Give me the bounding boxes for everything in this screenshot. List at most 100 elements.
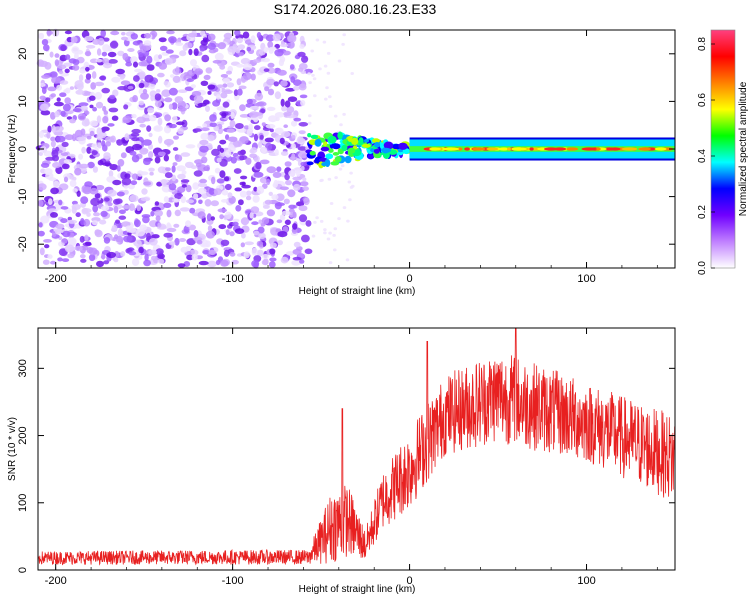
spectrogram-noise-blob	[169, 74, 175, 78]
spectrogram-noise-blob	[287, 35, 297, 43]
spectrogram-noise-blob	[83, 218, 91, 227]
spectrogram-noise-blob	[158, 37, 167, 43]
spectrogram-noise-blob	[278, 59, 284, 67]
spectrogram-noise-blob	[313, 220, 317, 224]
spectrogram-noise-blob	[323, 64, 328, 68]
spectrogram-noise-blob	[222, 101, 230, 108]
spectrogram-noise-blob	[216, 157, 222, 163]
spectrogram-noise-blob	[106, 251, 117, 259]
spectrogram-noise-blob	[243, 63, 253, 71]
spectrogram-noise-blob	[205, 67, 213, 74]
spectrogram-noise-blob	[174, 192, 184, 200]
spectrogram-noise-blob	[216, 84, 224, 88]
spectrogram-noise-blob	[60, 218, 68, 224]
spectrogram-noise-blob	[44, 244, 50, 249]
spectrogram-noise-blob	[113, 205, 119, 214]
spectrogram-noise-blob	[250, 73, 256, 81]
spectrogram-noise-blob	[177, 127, 184, 135]
spectrogram-noise-blob	[337, 217, 341, 221]
spectrogram-noise-blob	[197, 211, 206, 219]
spectrogram-noise-blob	[146, 125, 152, 132]
spectrogram-noise-blob	[274, 91, 282, 100]
spectrogram-noise-blob	[246, 190, 252, 196]
spectrogram-noise-blob	[252, 195, 260, 203]
spectrogram-noise-blob	[78, 74, 84, 82]
spectrogram-noise-blob	[130, 180, 138, 186]
spectrogram-noise-blob	[61, 163, 70, 170]
spectrogram-noise-blob	[244, 241, 254, 246]
snr-x-label: Height of straight line (km)	[299, 584, 416, 595]
spectrogram-noise-blob	[157, 151, 166, 157]
spectrogram-peak-blob	[498, 147, 510, 151]
spectrogram-noise-blob	[78, 163, 89, 169]
spectrogram-noise-blob	[111, 115, 119, 121]
spectrogram-noise-blob	[47, 86, 57, 92]
spectrogram-noise-blob	[322, 40, 327, 44]
spectrogram-noise-blob	[205, 164, 210, 172]
spectrogram-noise-blob	[272, 171, 282, 178]
spectrogram-noise-blob	[55, 223, 65, 230]
spectrogram-noise-blob	[221, 199, 229, 203]
spectrogram-noise-blob	[148, 249, 158, 255]
spectrogram-noise-blob	[47, 254, 53, 259]
spectrogram-noise-blob	[89, 104, 94, 109]
spectrogram-noise-blob	[295, 169, 301, 177]
spectrogram-noise-blob	[208, 48, 217, 54]
spectrogram-noise-blob	[311, 73, 315, 77]
spectrogram-noise-blob	[94, 91, 103, 100]
spectrogram-noise-blob	[214, 167, 221, 174]
spectrogram-noise-blob	[84, 234, 89, 242]
spectrogram-noise-blob	[123, 104, 129, 110]
spectrogram-noise-blob	[120, 251, 126, 257]
spectrogram-noise-blob	[289, 64, 295, 70]
spectrogram-noise-blob	[190, 84, 196, 89]
x-tick-label: 0	[407, 273, 413, 285]
spectrogram-noise-blob	[266, 106, 276, 111]
spectrogram-noise-blob	[68, 239, 77, 247]
x-tick-label: 100	[577, 273, 595, 285]
spectrogram-noise-blob	[298, 214, 308, 223]
spectrogram-peak-blob	[544, 147, 558, 151]
spectrogram-signal-blob	[320, 146, 330, 152]
spectrogram-noise-blob	[291, 153, 296, 161]
spectrogram-signal-blob	[325, 153, 334, 160]
spectrogram-noise-blob	[150, 94, 155, 102]
spectrogram-noise-blob	[230, 156, 237, 164]
spectrogram-noise-blob	[137, 170, 144, 177]
spectrogram-noise-blob	[91, 71, 97, 79]
spectrogram-noise-blob	[163, 232, 173, 238]
spectrogram-noise-blob	[200, 80, 209, 87]
spectrogram-noise-blob	[266, 209, 276, 217]
spectrogram-noise-blob	[274, 127, 284, 134]
spectrogram-noise-blob	[223, 249, 230, 257]
spectrogram-noise-blob	[178, 238, 187, 242]
spectrogram-noise-blob	[342, 33, 347, 37]
spectrogram-noise-blob	[89, 120, 99, 127]
spectrogram-noise-blob	[119, 74, 125, 80]
spectrogram-noise-blob	[334, 176, 338, 180]
spectrogram-noise-blob	[242, 31, 250, 39]
spectrogram-noise-blob	[223, 89, 233, 94]
spectrogram-noise-blob	[208, 187, 215, 195]
spectrogram-noise-blob	[285, 87, 296, 92]
spectrogram-noise-blob	[163, 80, 168, 86]
spectrogram-noise-blob	[124, 173, 131, 180]
spectrogram-noise-blob	[207, 42, 216, 50]
spectrogram-noise-blob	[325, 86, 329, 90]
spectrogram-noise-blob	[115, 235, 124, 243]
spectrogram-noise-blob	[319, 179, 323, 183]
spectrogram-noise-blob	[149, 114, 157, 122]
spectrogram-noise-blob	[39, 247, 45, 256]
spectrogram-noise-blob	[267, 41, 274, 49]
spectrogram-peak-blob	[486, 147, 499, 151]
spectrogram-noise-blob	[172, 75, 181, 84]
spectrogram-noise-blob	[136, 204, 142, 212]
spectrogram-noise-blob	[283, 198, 290, 205]
spectrogram-noise-blob	[154, 93, 162, 101]
spectrogram-noise-blob	[276, 166, 282, 172]
spectrogram-noise-blob	[293, 183, 301, 191]
spectrogram-noise-blob	[176, 165, 186, 172]
spectrogram-noise-blob	[130, 56, 138, 64]
spectrogram-noise-blob	[166, 30, 175, 35]
spectrogram-noise-blob	[205, 105, 210, 112]
